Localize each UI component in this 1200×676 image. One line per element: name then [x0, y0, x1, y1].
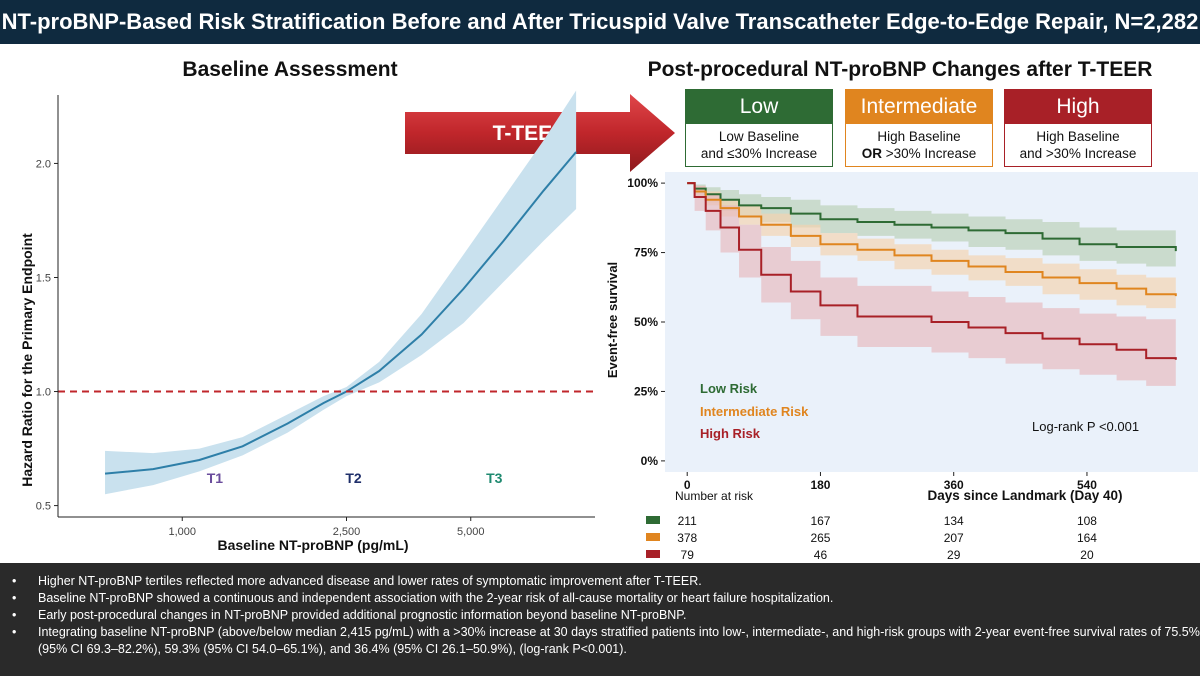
km-x-tick-label: 540 — [1077, 478, 1097, 492]
hr-spline-chart: 0.5 1.0 1.5 2.0 1,000 2,500 5,000 T1 T2 T3 Hazard… — [19, 90, 595, 553]
risk-table-cell: 378 — [677, 531, 697, 545]
risk-box-low: Low Low Baseline and ≤30% Increase — [685, 89, 833, 167]
risk-table-cell: 108 — [1077, 514, 1097, 528]
risk-box-intermediate-desc: High Baseline OR >30% Increase — [861, 129, 977, 161]
summary-bullets: Higher NT-proBNP tertiles reflected more… — [0, 563, 1200, 658]
risk-table-swatch — [646, 516, 660, 524]
header-title: NT-proBNP-Based Risk Stratification Befo… — [1, 9, 1199, 34]
risk-table-cell: 46 — [814, 548, 828, 562]
km-curve-2 — [687, 182, 1177, 360]
summary-footer: Higher NT-proBNP tertiles reflected more… — [0, 563, 1200, 676]
left-panel-title: Baseline Assessment — [182, 58, 398, 81]
km-x-tick-label: 180 — [810, 478, 830, 492]
risk-box-high-desc: High Baseline and >30% Increase — [1019, 129, 1137, 161]
risk-table-cell: 167 — [810, 514, 830, 528]
risk-box-intermediate-title: Intermediate — [846, 90, 992, 124]
km-survival-chart: 0% 25% 50% 75% 100% 0 180 360 540 Event-free sur… — [605, 172, 1198, 562]
hr-ci-band — [105, 90, 577, 495]
summary-bullet: Early post-procedural changes in NT-proB… — [0, 607, 1200, 624]
risk-table-title: Number at risk — [675, 489, 754, 503]
risk-table-cell: 79 — [681, 548, 695, 562]
tertile-label: T3 — [486, 470, 503, 486]
risk-table-swatch — [646, 550, 660, 558]
km-y-tick-label: 50% — [634, 315, 658, 329]
risk-table-cell: 207 — [944, 531, 964, 545]
risk-table-cell: 265 — [810, 531, 830, 545]
hr-x-tick-label: 5,000 — [457, 526, 485, 538]
hr-y-tick-label: 1.5 — [36, 272, 51, 284]
risk-table-cell: 211 — [678, 514, 697, 528]
summary-bullet: Higher NT-proBNP tertiles reflected more… — [0, 573, 1200, 590]
risk-box-high-title: High — [1005, 90, 1151, 124]
km-y-tick-label: 25% — [634, 384, 658, 398]
km-y-tick-label: 0% — [641, 454, 659, 468]
risk-table-cell: 20 — [1080, 548, 1094, 562]
km-y-tick-label: 75% — [634, 246, 658, 260]
hr-y-tick-label: 1.0 — [36, 387, 51, 399]
risk-table-cell: 134 — [944, 514, 964, 528]
risk-table-cell: 29 — [947, 548, 961, 562]
risk-box-low-title: Low — [686, 90, 832, 124]
summary-bullet: Integrating baseline NT-proBNP (above/be… — [0, 624, 1200, 658]
km-y-tick-label: 100% — [627, 176, 658, 190]
header-banner: NT-proBNP-Based Risk Stratification Befo… — [0, 0, 1200, 44]
summary-bullet: Baseline NT-proBNP showed a continuous a… — [0, 590, 1200, 607]
hr-y-axis-label: Hazard Ratio for the Primary Endpoint — [19, 233, 35, 487]
risk-box-low-desc: Low Baseline and ≤30% Increase — [700, 129, 818, 161]
tertile-label: T1 — [207, 470, 224, 486]
legend-high-risk: High Risk — [700, 426, 761, 441]
risk-box-intermediate: Intermediate High Baseline OR >30% Incre… — [845, 89, 993, 167]
km-ci-band-1 — [687, 183, 1176, 311]
legend-low-risk: Low Risk — [700, 381, 758, 396]
km-x-axis-label: Days since Landmark (Day 40) — [927, 488, 1122, 503]
risk-table-cell: 164 — [1077, 531, 1097, 545]
right-panel-title: Post-procedural NT-proBNP Changes after … — [647, 58, 1153, 81]
km-curve-1 — [687, 182, 1177, 297]
km-y-axis-label: Event-free survival — [605, 262, 620, 378]
hr-y-tick-label: 0.5 — [36, 501, 51, 513]
arrow-shape — [405, 94, 675, 172]
hr-x-axis-label: Baseline NT-proBNP (pg/mL) — [217, 537, 408, 553]
km-curve-0 — [687, 182, 1177, 252]
hr-y-tick-label: 2.0 — [36, 158, 51, 170]
tertile-label: T2 — [345, 470, 362, 486]
km-x-tick-label: 360 — [944, 478, 964, 492]
hr-x-tick-label: 1,000 — [168, 526, 196, 538]
legend-intermediate-risk: Intermediate Risk — [700, 404, 809, 419]
risk-box-high: High High Baseline and >30% Increase — [1004, 89, 1152, 167]
hr-x-tick-label: 2,500 — [333, 526, 361, 538]
km-x-tick-label: 0 — [684, 478, 691, 492]
km-ci-band-2 — [687, 183, 1176, 389]
log-rank-annotation: Log-rank P <0.001 — [1032, 419, 1139, 434]
risk-table-swatch — [646, 533, 660, 541]
